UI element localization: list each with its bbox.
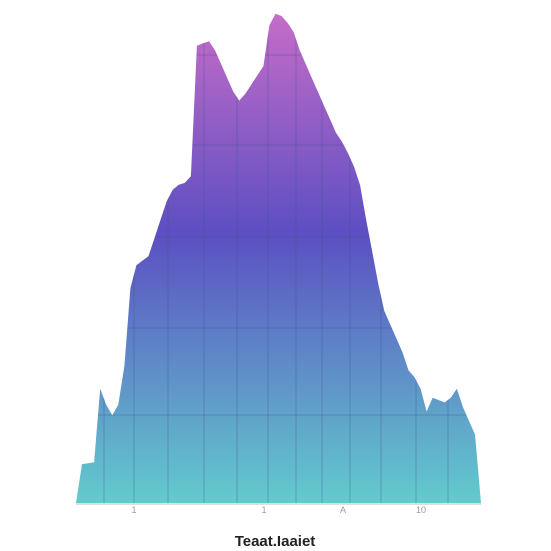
x-axis-title: Teaat.Iaaiet xyxy=(234,533,316,550)
x-tick-label: A xyxy=(339,505,347,515)
x-tick-label: 10 xyxy=(415,505,427,515)
x-tick-label: 1 xyxy=(261,505,267,515)
x-tick-label: 1 xyxy=(131,505,137,515)
area-series xyxy=(76,13,481,503)
